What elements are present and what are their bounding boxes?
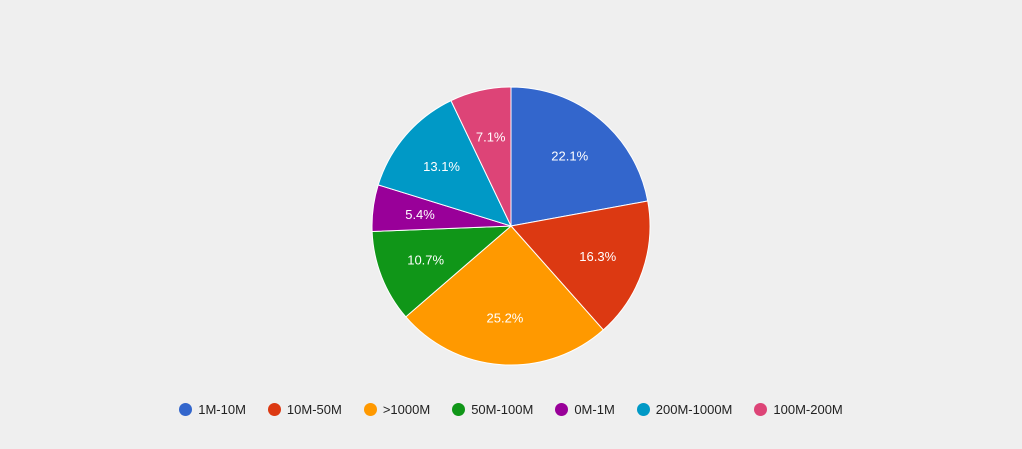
legend-dot-icon	[179, 402, 193, 416]
slice-label: 10.7%	[407, 253, 444, 268]
slice-label: 16.3%	[579, 249, 616, 264]
legend-label: 10M-50M	[286, 401, 342, 417]
pie-slice-50m-100m[interactable]	[371, 225, 513, 318]
pie-slice-1m-10m[interactable]	[510, 86, 649, 227]
legend-label: 200M-1000M	[655, 401, 733, 417]
legend-label: 1M-10M	[198, 401, 246, 417]
legend-dot-icon	[555, 402, 569, 416]
legend-item[interactable]: 50M-100M	[452, 402, 533, 417]
legend-dot-icon	[452, 402, 466, 416]
slice-label: 22.1%	[551, 149, 588, 164]
legend-dot-icon	[754, 402, 768, 416]
slice-label: 5.4%	[405, 207, 435, 222]
legend-item[interactable]: 0M-1M	[555, 401, 615, 417]
slice-label: 25.2%	[487, 311, 524, 326]
legend-label: 0M-1M	[574, 401, 615, 417]
pie-slice-200m-1000m[interactable]	[377, 99, 512, 227]
slice-label: 7.1%	[476, 130, 506, 145]
legend-item[interactable]: 200M-1000M	[636, 401, 733, 417]
legend-dot-icon	[267, 402, 281, 416]
legend-item[interactable]: 100M-200M	[754, 401, 843, 417]
legend-item[interactable]: 10M-50M	[267, 401, 342, 417]
legend-item[interactable]: >1000M	[363, 401, 431, 417]
legend-item[interactable]: 1M-10M	[179, 402, 246, 417]
legend: 1M-10M 10M-50M >1000M 50M-100M 0M-1M 200M-100…	[0, 398, 1022, 420]
legend-label: 100M-200M	[773, 401, 843, 417]
legend-label: 50M-100M	[471, 401, 534, 417]
legend-label: >1000M	[382, 401, 431, 417]
pie-slice-10m-50m[interactable]	[510, 200, 651, 331]
legend-dot-icon	[363, 402, 377, 416]
slice-label: 13.1%	[423, 159, 460, 174]
legend-dot-icon	[636, 402, 650, 416]
pie-slice-1000m[interactable]	[405, 225, 605, 366]
pie-slice-100m-200m[interactable]	[450, 86, 512, 227]
